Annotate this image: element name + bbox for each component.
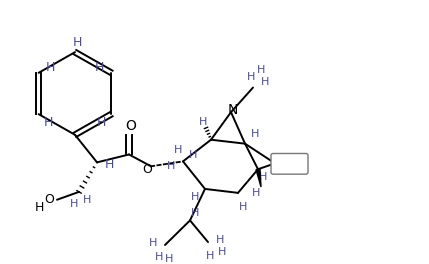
Text: H: H [70, 199, 78, 209]
Text: H: H [261, 77, 269, 87]
Text: H: H [97, 116, 106, 129]
Text: H: H [83, 195, 91, 205]
Text: H: H [155, 252, 163, 262]
Text: H: H [95, 62, 104, 74]
Text: H: H [259, 172, 267, 182]
Text: H: H [73, 36, 82, 49]
Text: H: H [165, 254, 173, 264]
Text: H: H [44, 116, 53, 129]
Polygon shape [256, 169, 261, 187]
Text: N: N [228, 103, 238, 117]
Text: H: H [149, 238, 157, 248]
Text: H: H [216, 235, 224, 245]
Text: H: H [252, 188, 260, 198]
Text: H: H [239, 202, 247, 212]
Text: H: H [218, 247, 226, 257]
FancyBboxPatch shape [271, 153, 308, 174]
Text: H: H [104, 158, 114, 171]
Text: Abs: Abs [279, 159, 299, 169]
Text: H: H [46, 62, 55, 74]
Text: H: H [174, 145, 182, 154]
Text: H: H [34, 201, 44, 214]
Text: O: O [126, 119, 136, 133]
Text: H: H [206, 251, 214, 261]
Text: O: O [44, 193, 54, 206]
Text: H: H [251, 129, 259, 139]
Text: H: H [167, 161, 175, 171]
Text: H: H [191, 192, 199, 202]
Text: H: H [199, 117, 207, 127]
Text: H: H [189, 150, 197, 161]
Text: H: H [247, 72, 255, 82]
Text: O: O [142, 163, 152, 176]
Text: H: H [257, 65, 265, 75]
Text: H: H [191, 208, 199, 218]
